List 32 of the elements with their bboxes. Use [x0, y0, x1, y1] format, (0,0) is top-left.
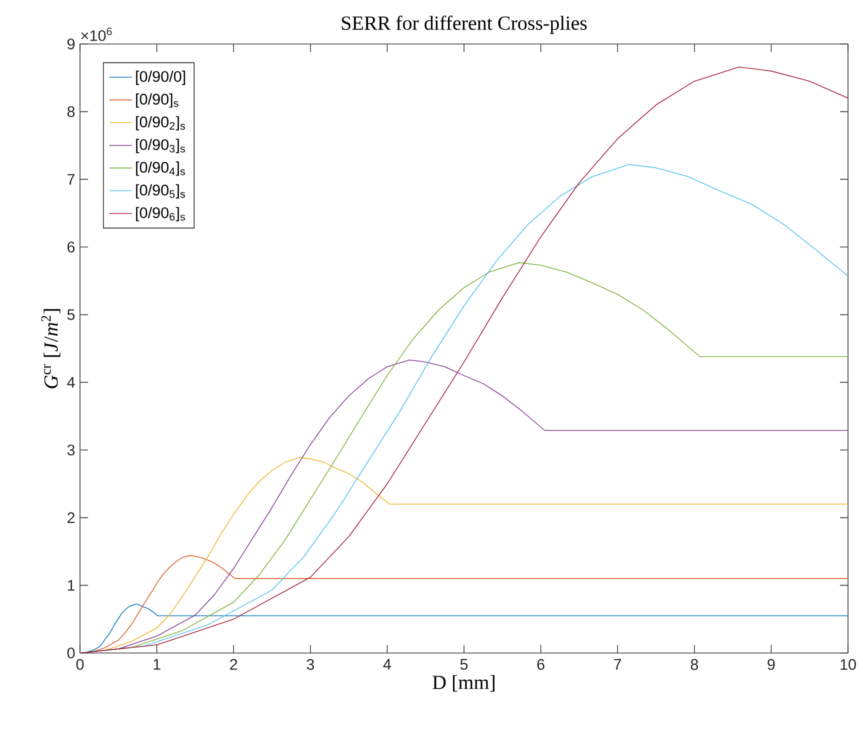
x-tick-label: 9: [768, 659, 775, 670]
y-tick-label: 1: [68, 580, 75, 591]
legend-label: [0/90]$_{s}$: [136, 93, 178, 108]
legend-label: [0/90$_{5}$]$_{s}$: [136, 184, 185, 199]
x-tick-label: 10: [840, 659, 856, 670]
legend-label: [0/90$_{3}$]$_{s}$: [136, 138, 185, 154]
y-tick-label: 3: [67, 444, 75, 456]
legend-label: [0/90$_{2}$]$_{s}$: [136, 116, 185, 130]
legend-label: [0/90/0]: [136, 70, 186, 85]
y-tick-label: 7: [68, 174, 75, 185]
legend-label: [0/90$_{4}$]$_{s}$: [136, 162, 185, 176]
x-tick-label: 8: [690, 659, 698, 670]
x-tick-label: 2: [230, 659, 238, 670]
x-axis-title: D [mm]: [432, 675, 494, 692]
y-tick-label: 4: [67, 377, 75, 388]
x-tick-label: 1: [154, 659, 160, 670]
y-tick-label: 2: [68, 512, 75, 524]
x-tick-label: 4: [383, 659, 392, 670]
x-tick-label: 0: [76, 659, 84, 670]
y-tick-label: 5: [67, 309, 75, 320]
x-tick-label: 3: [306, 659, 314, 670]
y-tick-label: 9: [67, 38, 75, 50]
x-tick-label: 5: [460, 659, 468, 670]
x-tick-label: 7: [614, 659, 622, 670]
y-tick-label: 8: [67, 106, 75, 118]
x-tick-label: 6: [537, 659, 544, 670]
y-axis-title: G$^{cr}$ [J/m$^{2}$]: [41, 309, 60, 388]
legend-label: [0/90$_{6}$]$_{s}$: [136, 206, 185, 222]
y-tick-label: 6: [68, 242, 75, 252]
y-tick-label: 0: [67, 648, 75, 658]
text: ×10$^{6}$: [81, 28, 112, 42]
chart-title: SERR for different Cross-plies: [342, 16, 587, 34]
